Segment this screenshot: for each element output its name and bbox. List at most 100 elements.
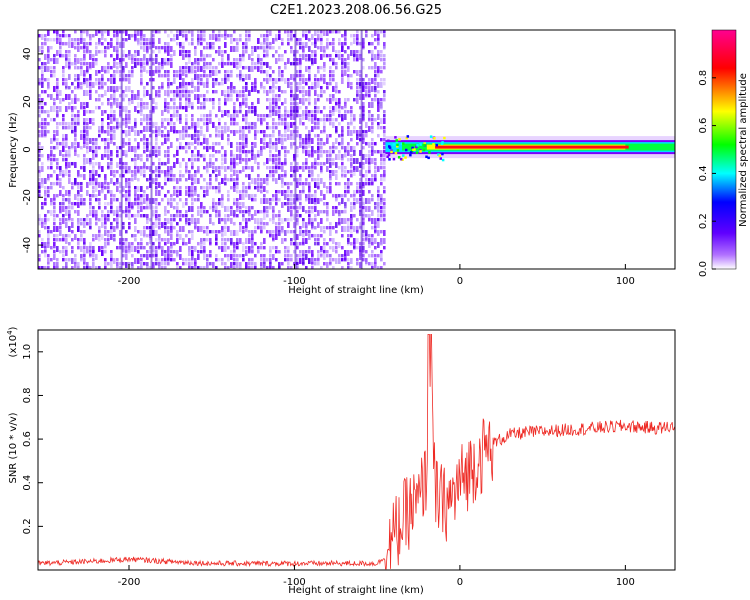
heatmap-noise-cell [323, 78, 326, 84]
heatmap-noise-cell [275, 98, 278, 104]
heatmap-noise-cell [236, 90, 239, 96]
heatmap-noise-cell [248, 206, 251, 212]
heatmap-noise-cell [296, 234, 299, 240]
heatmap-noise-cell [332, 158, 335, 162]
heatmap-noise-cell [164, 210, 167, 216]
heatmap-noise-cell [374, 38, 377, 42]
heatmap-noise-cell [197, 58, 200, 62]
heatmap-noise-cell [275, 38, 278, 42]
heatmap-noise-cell [356, 186, 359, 192]
heatmap-noise-cell [224, 90, 227, 94]
heatmap-noise-cell [353, 214, 356, 218]
heatmap-noise-cell [74, 118, 77, 124]
heatmap-noise-cell [275, 94, 278, 98]
heatmap-noise-cell [278, 218, 281, 222]
heatmap-noise-cell [98, 198, 101, 202]
heatmap-noise-cell [275, 58, 278, 64]
heatmap-noise-cell [248, 74, 251, 80]
heatmap-noise-cell [191, 106, 194, 110]
heatmap-noise-cell [326, 226, 329, 230]
heatmap-noise-cell [299, 62, 302, 66]
heatmap-noise-cell [101, 190, 104, 194]
heatmap-noise-cell [257, 218, 260, 224]
heatmap-noise-cell [323, 162, 326, 166]
heatmap-noise-cell [149, 250, 152, 254]
heatmap-noise-cell [185, 70, 188, 74]
heatmap-noise-cell [38, 178, 41, 182]
heatmap-noise-cell [74, 138, 77, 142]
heatmap-noise-cell [254, 134, 257, 140]
heatmap-noise-cell [377, 166, 380, 172]
heatmap-noise-cell [329, 238, 332, 242]
heatmap-noise-cell [254, 262, 257, 268]
heatmap-noise-cell [242, 90, 245, 94]
heatmap-noise-cell [38, 78, 41, 84]
heatmap-noise-cell [179, 226, 182, 232]
heatmap-noise-cell [188, 142, 191, 146]
heatmap-noise-cell [305, 114, 308, 120]
signal-onset-cell [396, 149, 400, 152]
heatmap-noise-cell [296, 86, 299, 92]
heatmap-noise-cell [215, 174, 218, 178]
heatmap-noise-cell [233, 30, 236, 34]
heatmap-noise-cell [140, 106, 143, 112]
heatmap-noise-cell [329, 174, 332, 180]
heatmap-noise-cell [164, 222, 167, 226]
heatmap-noise-cell [374, 70, 377, 74]
heatmap-noise-cell [182, 214, 185, 218]
heatmap-noise-cell [284, 114, 287, 120]
heatmap-noise-cell [101, 234, 104, 240]
heatmap-noise-cell [128, 246, 131, 252]
heatmap-noise-cell [170, 126, 173, 132]
heatmap-noise-cell [197, 94, 200, 100]
heatmap-noise-cell [362, 230, 365, 234]
heatmap-noise-cell [248, 250, 251, 254]
heatmap-noise-cell [104, 82, 107, 86]
heatmap-noise-cell [56, 94, 59, 100]
heatmap-noise-cell [362, 258, 365, 262]
heatmap-noise-cell [62, 198, 65, 202]
heatmap-noise-cell [191, 126, 194, 130]
heatmap-noise-cell [323, 50, 326, 54]
heatmap-noise-cell [233, 166, 236, 170]
heatmap-noise-cell [92, 258, 95, 262]
signal-onset-cell [419, 143, 422, 146]
heatmap-noise-cell [134, 194, 137, 200]
heatmap-noise-cell [173, 114, 176, 118]
heatmap-noise-cell [332, 146, 335, 150]
heatmap-noise-cell [176, 266, 179, 269]
heatmap-noise-cell [185, 242, 188, 246]
heatmap-noise-cell [296, 178, 299, 184]
heatmap-noise-cell [245, 222, 248, 228]
heatmap-noise-cell [332, 30, 335, 34]
heatmap-noise-cell [341, 146, 344, 150]
heatmap-noise-cell [83, 246, 86, 250]
heatmap-noise-cell [236, 170, 239, 174]
heatmap-noise-cell [203, 30, 206, 34]
heatmap-noise-cell [251, 242, 254, 248]
heatmap-noise-cell [383, 154, 386, 158]
heatmap-noise-cell [194, 266, 197, 269]
heatmap-noise-cell [359, 118, 362, 124]
heatmap-noise-cell [68, 150, 71, 156]
heatmap-noise-cell [251, 142, 254, 146]
heatmap-noise-cell [104, 154, 107, 158]
heatmap-noise-cell [65, 126, 68, 130]
heatmap-noise-cell [260, 146, 263, 152]
heatmap-noise-cell [164, 154, 167, 158]
heatmap-noise-cell [242, 94, 245, 98]
heatmap-noise-cell [146, 106, 149, 110]
heatmap-noise-cell [152, 78, 155, 82]
heatmap-noise-cell [149, 42, 152, 46]
heatmap-noise-cell [173, 242, 176, 246]
heatmap-noise-cell [77, 170, 80, 176]
heatmap-noise-cell [38, 142, 41, 146]
heatmap-noise-cell [203, 210, 206, 214]
heatmap-noise-cell [191, 82, 194, 88]
heatmap-noise-cell [287, 78, 290, 82]
heatmap-noise-cell [206, 46, 209, 50]
heatmap-noise-cell [98, 266, 101, 269]
heatmap-noise-cell [98, 130, 101, 134]
heatmap-noise-cell [233, 106, 236, 112]
heatmap-noise-cell [335, 174, 338, 180]
